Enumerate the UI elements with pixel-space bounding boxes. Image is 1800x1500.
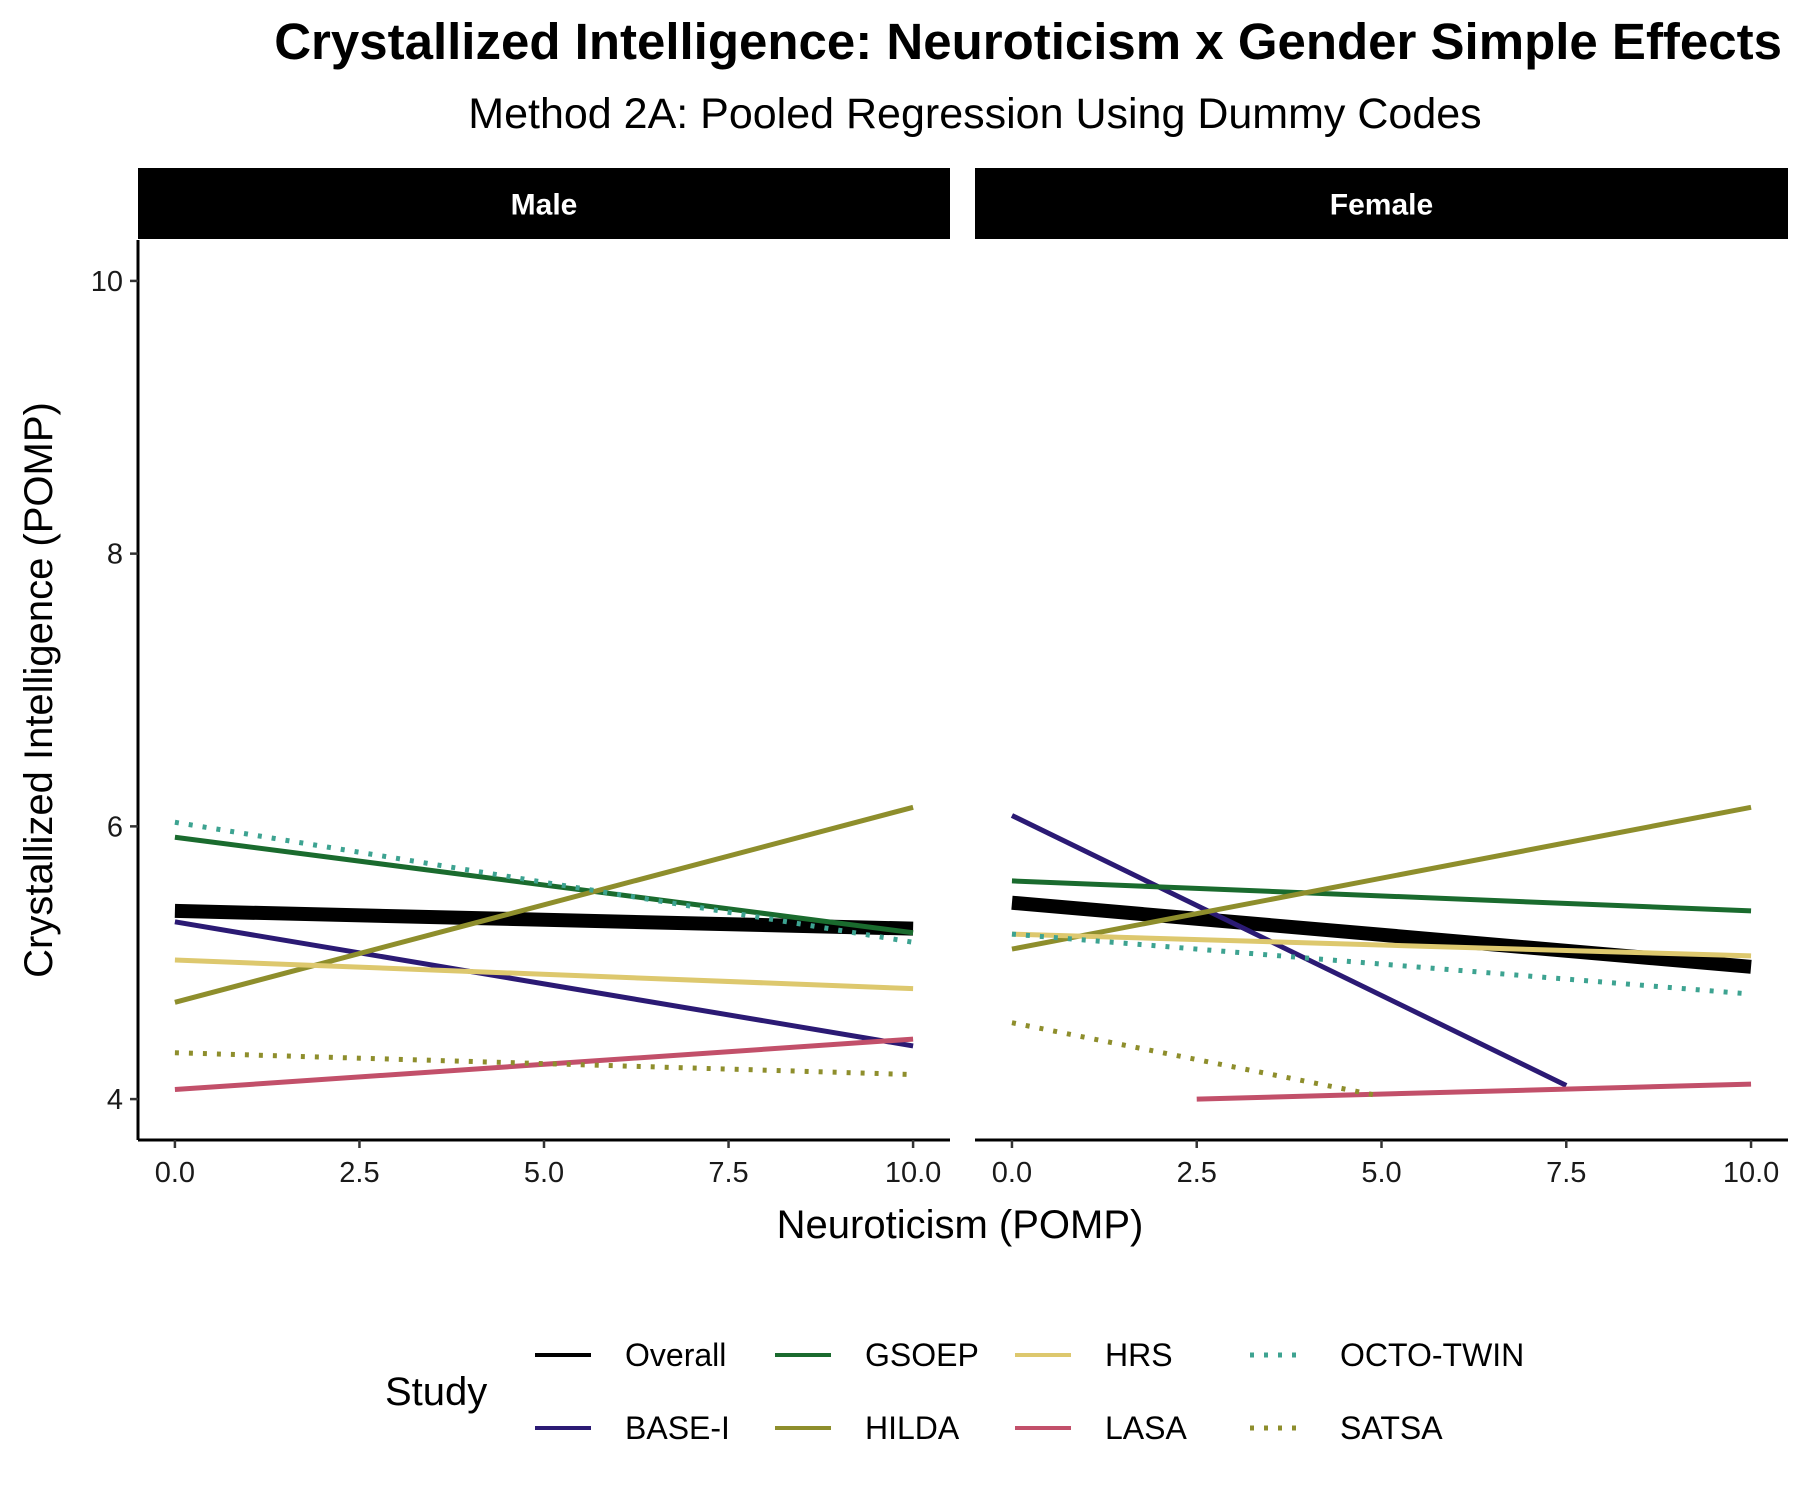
legend-label-hrs: HRS	[1105, 1337, 1173, 1373]
x-tick-label: 10.0	[1723, 1157, 1779, 1189]
x-tick-label: 10.0	[885, 1157, 941, 1189]
legend-label-lasa: LASA	[1105, 1410, 1187, 1446]
facet-panel-male: Male 4 6 8 10 0.0 2.5 5.0 7.5 10.0	[91, 168, 950, 1189]
y-tick-label: 4	[107, 1084, 123, 1116]
series-line-lasa	[1196, 1081, 1752, 1102]
chart-title: Crystallized Intelligence: Neuroticism x…	[274, 13, 1782, 70]
series-lines	[1010, 804, 1752, 1102]
x-tick-label: 7.5	[708, 1157, 748, 1189]
series-line-octo-twin	[1011, 931, 1752, 997]
legend-label-satsa: SATSA	[1340, 1410, 1443, 1446]
y-tick-label: 8	[107, 539, 123, 571]
x-tick-label: 0.0	[992, 1157, 1032, 1189]
legend-label-base-i: BASE-I	[625, 1410, 730, 1446]
series-line-overall	[174, 903, 914, 936]
y-tick-label: 6	[107, 811, 123, 843]
x-axis-title: Neuroticism (POMP)	[777, 1203, 1144, 1247]
facet-strip-label: Male	[511, 189, 578, 222]
series-line-hrs	[1011, 931, 1752, 959]
series-line-hilda	[1011, 804, 1752, 952]
legend-label-octo-twin: OCTO-TWIN	[1340, 1337, 1524, 1373]
series-line-overall	[1011, 895, 1752, 974]
y-axis-title: Crystallized Intelligence (POMP)	[17, 402, 61, 978]
series-line-hilda	[174, 804, 914, 1005]
facet-strip-label: Female	[1330, 189, 1433, 222]
x-tick-label: 0.0	[155, 1157, 195, 1189]
series-line-lasa	[174, 1036, 914, 1093]
facet-panel-female: Female 0.0 2.5 5.0 7.5 10.0	[975, 168, 1788, 1189]
series-line-base-i	[1010, 813, 1568, 1088]
x-tick-label: 5.0	[1361, 1157, 1401, 1189]
facet-strip	[138, 168, 950, 239]
legend-label-overall: Overall	[625, 1337, 726, 1373]
x-tick-label: 5.0	[524, 1157, 564, 1189]
x-tick-label: 7.5	[1546, 1157, 1586, 1189]
legend: Study Overall BASE-I GSOEP HILDA HRS LASA OCTO-…	[385, 1337, 1524, 1446]
chart-subtitle: Method 2A: Pooled Regression Using Dummy…	[468, 90, 1482, 138]
legend-label-hilda: HILDA	[865, 1410, 960, 1446]
series-lines	[174, 804, 914, 1093]
legend-title: Study	[385, 1370, 487, 1414]
series-line-gsoep	[1011, 878, 1752, 914]
y-tick-label: 10	[91, 266, 123, 298]
facet-strip	[975, 168, 1788, 239]
series-line-hrs	[174, 957, 914, 992]
series-line-base-i	[174, 919, 914, 1049]
x-tick-label: 2.5	[1177, 1157, 1217, 1189]
series-line-gsoep	[174, 834, 914, 936]
x-tick-label: 2.5	[339, 1157, 379, 1189]
legend-label-gsoep: GSOEP	[865, 1337, 979, 1373]
series-line-satsa	[1011, 1020, 1382, 1099]
